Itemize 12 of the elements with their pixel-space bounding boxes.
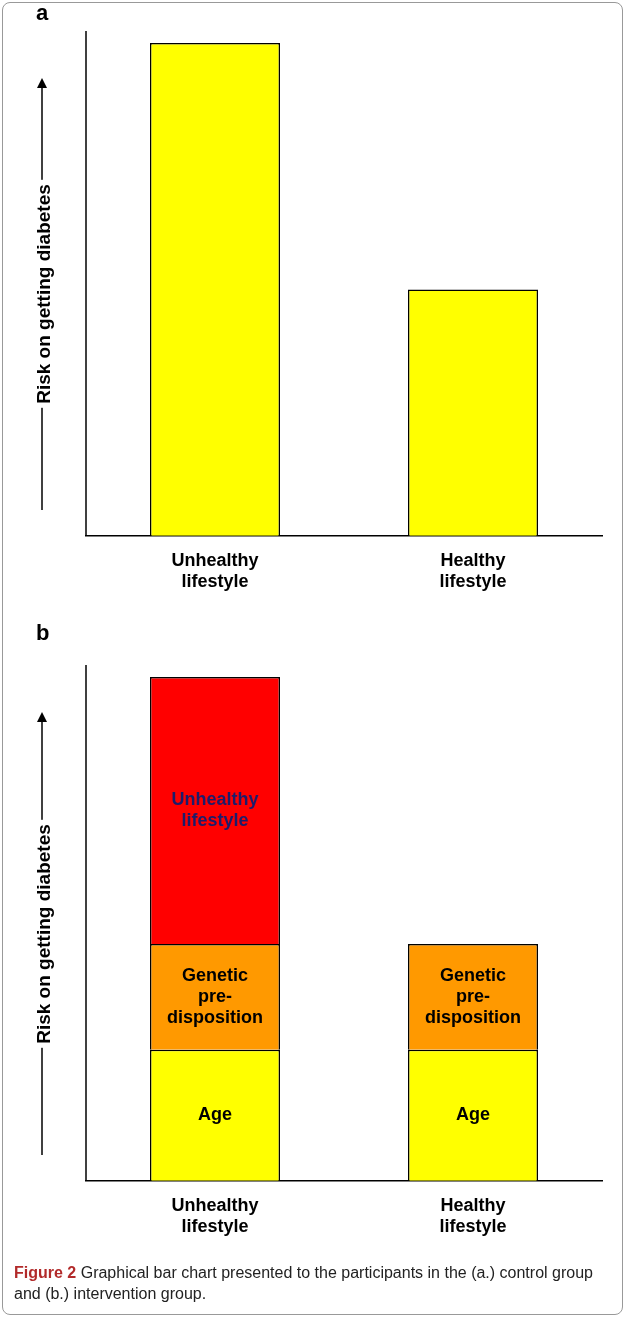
caption: Figure 2 Graphical bar chart presented to the participants in the (a.) control group and (b.) intervention group. (14, 1263, 594, 1304)
chart-title: a (36, 0, 49, 26)
series-label: Genetic pre-disposition (167, 964, 263, 1027)
series-label: Age (197, 1104, 233, 1125)
text: Age (455, 1104, 491, 1125)
y-axis-title: Risk on getting diabetes (33, 180, 55, 408)
series-label: Unhealthy lifestyle (171, 788, 259, 830)
x-tick-label: Healthy lifestyle (439, 549, 507, 592)
text: Genetic pre-disposition (425, 964, 521, 1027)
x-tick-label: Healthy lifestyle (439, 1194, 507, 1237)
y-axis-title: Risk on getting diabetes (33, 819, 55, 1048)
chart-title: b (36, 620, 50, 646)
